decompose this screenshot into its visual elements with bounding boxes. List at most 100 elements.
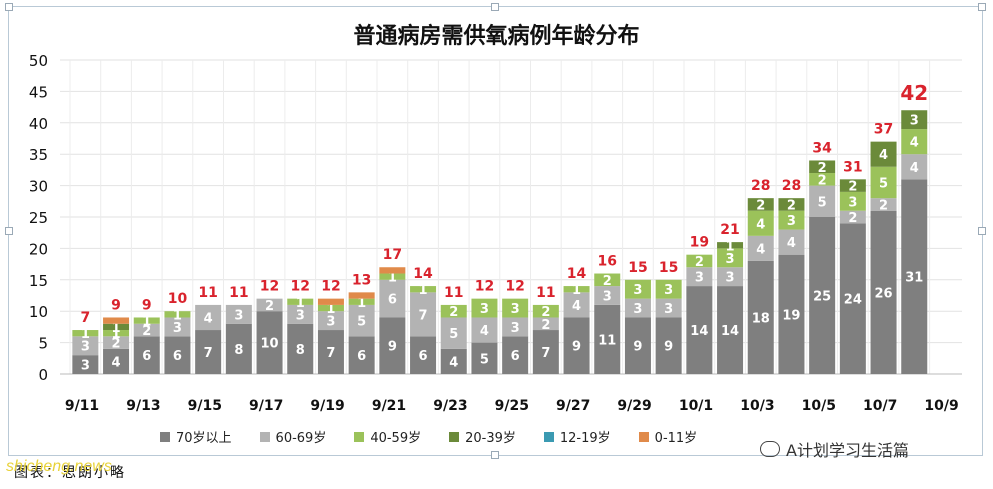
bar-value-label: 1 bbox=[357, 296, 366, 311]
bar-value-label: 3 bbox=[848, 195, 857, 210]
x-tick-label: 9/25 bbox=[495, 398, 529, 414]
bar-value-label: 4 bbox=[910, 161, 919, 176]
bar-value-label: 4 bbox=[572, 299, 581, 314]
resize-handle-top-right[interactable] bbox=[978, 3, 986, 11]
x-tick-label: 9/11 bbox=[65, 398, 99, 414]
x-tick-label: 9/29 bbox=[617, 398, 651, 414]
legend-swatch bbox=[638, 431, 649, 442]
bar-segment bbox=[717, 286, 744, 374]
bar-segment bbox=[594, 286, 621, 305]
bar-value-label: 25 bbox=[813, 290, 831, 305]
bar-total-label: 42 bbox=[900, 81, 928, 105]
x-tick-label: 10/5 bbox=[802, 398, 836, 414]
bar-segment bbox=[317, 304, 344, 312]
bar-total-label: 14 bbox=[567, 266, 587, 282]
legend-item: 12-19岁 bbox=[543, 427, 611, 446]
bar-total-label: 11 bbox=[536, 285, 555, 301]
bar-value-label: 2 bbox=[265, 299, 274, 314]
bar-value-label: 1 bbox=[388, 271, 397, 286]
bar-value-label: 3 bbox=[480, 302, 489, 317]
bar-total-label: 19 bbox=[690, 235, 709, 251]
bar-value-label: 4 bbox=[204, 311, 213, 326]
y-tick-label: 0 bbox=[38, 366, 48, 384]
bar-value-label: 9 bbox=[572, 340, 581, 355]
bar-segment bbox=[686, 267, 713, 287]
bar-segment bbox=[594, 304, 621, 374]
bar-total-label: 7 bbox=[80, 310, 90, 326]
legend-swatch bbox=[449, 431, 460, 442]
bar-segment bbox=[317, 330, 344, 374]
brand-label: A计划学习生活篇 bbox=[760, 437, 909, 461]
y-tick-label: 40 bbox=[29, 115, 48, 133]
bar-total-label: 16 bbox=[598, 254, 617, 270]
bar-value-label: 3 bbox=[511, 321, 520, 336]
bar-value-label: 1 bbox=[81, 327, 90, 342]
bar-total-label: 15 bbox=[628, 260, 647, 276]
legend-item: 0-11岁 bbox=[638, 427, 698, 446]
bar-segment bbox=[348, 292, 375, 299]
bar-segment bbox=[563, 292, 590, 318]
bar-value-label: 31 bbox=[905, 271, 923, 286]
bar-value-label: 2 bbox=[818, 173, 827, 188]
y-tick-label: 50 bbox=[29, 52, 48, 70]
bar-value-label: 3 bbox=[234, 308, 243, 323]
bar-segment bbox=[440, 317, 467, 349]
bar-segment bbox=[103, 348, 130, 374]
bar-value-label: 6 bbox=[388, 293, 397, 308]
bar-segment bbox=[717, 267, 744, 287]
bar-segment bbox=[133, 323, 160, 337]
x-tick-label: 9/27 bbox=[556, 398, 590, 414]
bar-value-label: 9 bbox=[664, 340, 673, 355]
bar-segment bbox=[809, 160, 836, 174]
bar-value-label: 19 bbox=[782, 308, 800, 323]
legend-label: 0-11岁 bbox=[654, 431, 698, 446]
resize-handle-mid-right[interactable] bbox=[978, 227, 986, 235]
bar-segment bbox=[624, 298, 651, 318]
bar-segment bbox=[195, 330, 222, 374]
legend-item: 20-39岁 bbox=[449, 427, 516, 446]
bar-segment bbox=[317, 298, 344, 305]
x-tick-label: 10/3 bbox=[740, 398, 774, 414]
bar-value-label: 3 bbox=[633, 283, 642, 298]
bar-segment bbox=[287, 298, 314, 305]
bar-segment bbox=[471, 317, 498, 343]
bar-total-label: 11 bbox=[444, 285, 463, 301]
resize-handle-top-left[interactable] bbox=[5, 3, 13, 11]
bar-segment bbox=[839, 191, 866, 211]
bar-segment bbox=[870, 141, 897, 167]
bar-segment bbox=[225, 323, 252, 374]
bar-value-label: 24 bbox=[844, 293, 862, 308]
bar-value-label: 3 bbox=[173, 321, 182, 336]
bar-total-label: 15 bbox=[659, 260, 678, 276]
bar-value-label: 6 bbox=[357, 349, 366, 364]
bar-value-label: 3 bbox=[511, 302, 520, 317]
bar-value-label: 26 bbox=[875, 286, 893, 301]
bar-value-label: 2 bbox=[818, 161, 827, 176]
resize-handle-top-center[interactable] bbox=[491, 3, 499, 11]
bar-segment bbox=[287, 323, 314, 374]
bar-value-label: 4 bbox=[879, 148, 888, 163]
bar-value-label: 5 bbox=[818, 195, 827, 210]
bar-value-label: 5 bbox=[357, 315, 366, 330]
resize-handle-bottom-center[interactable] bbox=[491, 451, 499, 459]
bar-value-label: 4 bbox=[756, 242, 765, 257]
bar-segment bbox=[809, 217, 836, 374]
bar-value-label: 3 bbox=[787, 214, 796, 229]
bar-segment bbox=[410, 336, 437, 374]
bar-segment bbox=[778, 229, 805, 255]
bar-segment bbox=[839, 223, 866, 374]
bar-value-label: 1 bbox=[296, 296, 305, 311]
bar-value-label: 2 bbox=[879, 198, 888, 213]
bar-segment bbox=[532, 304, 559, 318]
bar-segment bbox=[747, 198, 774, 211]
bar-value-label: 7 bbox=[541, 346, 550, 361]
bar-value-label: 5 bbox=[879, 176, 888, 191]
bar-value-label: 2 bbox=[603, 274, 612, 289]
bar-segment bbox=[256, 298, 283, 312]
bar-value-label: 3 bbox=[695, 271, 704, 286]
bar-segment bbox=[594, 273, 621, 287]
bar-segment bbox=[870, 210, 897, 374]
bar-segment bbox=[103, 323, 130, 331]
bar-segment bbox=[103, 330, 130, 337]
resize-handle-mid-left[interactable] bbox=[5, 227, 13, 235]
